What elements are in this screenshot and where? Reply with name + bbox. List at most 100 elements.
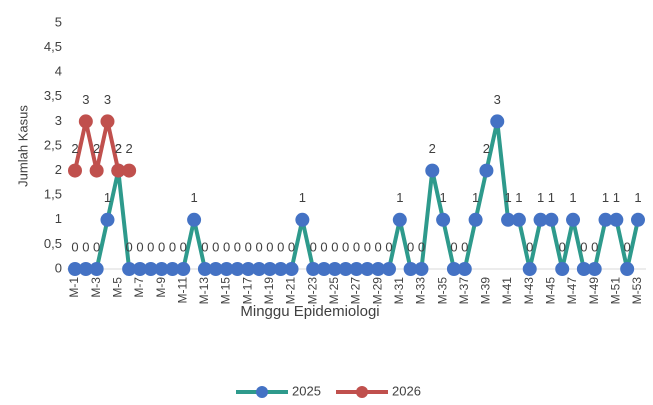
point: [501, 212, 516, 227]
point: [132, 262, 147, 276]
data-label: 0: [255, 239, 262, 254]
legend-label: 2026: [392, 383, 421, 398]
data-label: 0: [331, 239, 338, 254]
data-label: 0: [223, 239, 230, 254]
point: [273, 262, 288, 276]
point: [479, 163, 494, 178]
x-tick-label: M-37: [457, 277, 471, 305]
x-axis-label: Minggu Epidemiologi: [240, 303, 379, 320]
data-label: 2: [93, 141, 100, 156]
data-label: 0: [136, 239, 143, 254]
x-tick-label: M-15: [219, 277, 233, 305]
x-tick-label: M-31: [392, 277, 406, 305]
point: [414, 262, 429, 276]
point: [392, 212, 407, 227]
point: [381, 262, 396, 276]
data-label: 0: [169, 239, 176, 254]
data-label: 0: [158, 239, 165, 254]
point: [143, 262, 158, 276]
data-label: 0: [288, 239, 295, 254]
point: [122, 163, 137, 178]
x-tick-label: M-41: [500, 277, 514, 305]
x-tick-label: M-1: [67, 277, 81, 298]
x-tick-label: M-39: [479, 277, 493, 305]
point: [197, 262, 212, 276]
y-tick-label: 4: [55, 64, 62, 79]
point: [176, 262, 191, 276]
data-label: 0: [93, 239, 100, 254]
y-tick-label: 2,5: [44, 137, 62, 152]
point: [219, 262, 234, 276]
data-label: 0: [450, 239, 457, 254]
legend-marker: [356, 386, 368, 398]
point: [371, 262, 386, 276]
x-tick-label: M-49: [587, 277, 601, 305]
data-label: 2: [483, 141, 490, 156]
data-label: 1: [396, 190, 403, 205]
y-tick-label: 0,5: [44, 236, 62, 251]
data-label: 0: [180, 239, 187, 254]
data-label: 2: [429, 141, 436, 156]
x-tick-label: M-47: [565, 277, 579, 305]
data-label: 0: [277, 239, 284, 254]
point: [208, 262, 223, 276]
point: [349, 262, 364, 276]
point: [89, 163, 104, 178]
data-label: 0: [353, 239, 360, 254]
point: [468, 212, 483, 227]
y-tick-label: 5: [55, 14, 62, 29]
x-tick-label: M-35: [435, 277, 449, 305]
y-tick-label: 1,5: [44, 187, 62, 202]
point: [78, 114, 93, 129]
data-label: 0: [375, 239, 382, 254]
point: [284, 262, 299, 276]
point: [68, 262, 82, 276]
point: [78, 262, 93, 276]
y-tick-label: 0: [55, 260, 62, 275]
point: [338, 262, 353, 276]
data-label: 0: [526, 239, 533, 254]
x-tick-label: M-19: [262, 277, 276, 305]
point: [306, 262, 321, 276]
data-label: 0: [245, 239, 252, 254]
x-tick-label: M-9: [154, 277, 168, 298]
data-label: 0: [580, 239, 587, 254]
x-tick-label: M-13: [197, 277, 211, 305]
point: [360, 262, 375, 276]
legend-marker: [256, 386, 268, 398]
point: [446, 262, 461, 276]
point: [436, 212, 451, 227]
point: [587, 262, 602, 276]
data-label: 1: [569, 190, 576, 205]
x-tick-label: M-23: [305, 277, 319, 305]
x-tick-label: M-11: [175, 277, 189, 304]
point: [522, 262, 537, 276]
data-label: 0: [234, 239, 241, 254]
point: [89, 262, 104, 276]
point: [230, 262, 245, 276]
data-label: 0: [147, 239, 154, 254]
point: [620, 262, 635, 276]
data-label: 3: [104, 92, 111, 107]
x-tick-label: M-7: [132, 277, 146, 298]
data-label: 0: [71, 239, 78, 254]
point: [631, 212, 645, 227]
point: [165, 262, 180, 276]
point: [187, 212, 202, 227]
point: [122, 262, 137, 276]
x-tick-label: M-3: [89, 277, 103, 298]
point: [576, 262, 591, 276]
point: [154, 262, 169, 276]
data-label: 1: [515, 190, 522, 205]
data-label: 0: [342, 239, 349, 254]
data-label: 0: [591, 239, 598, 254]
data-label: 0: [461, 239, 468, 254]
point: [317, 262, 332, 276]
point: [100, 212, 115, 227]
x-tick-label: M-21: [284, 277, 298, 305]
x-tick-label: M-5: [110, 277, 124, 298]
y-tick-label: 3,5: [44, 88, 62, 103]
point: [68, 163, 82, 178]
point: [111, 163, 126, 178]
